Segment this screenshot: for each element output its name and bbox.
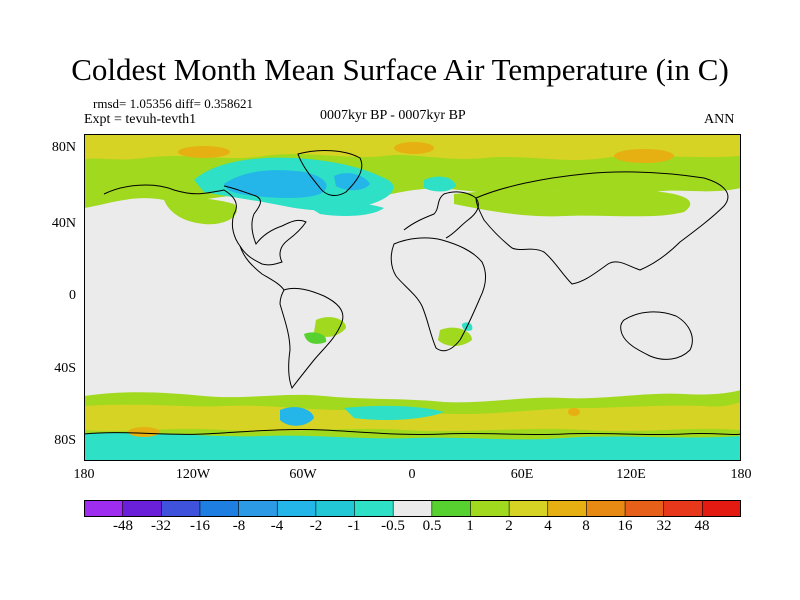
- coastlines: [84, 150, 741, 436]
- southern-hot-spot-2: [568, 408, 580, 416]
- colorbar-cell: [392, 500, 433, 517]
- colorbar-frame: [84, 500, 741, 517]
- map-title: Coldest Month Mean Surface Air Temperatu…: [71, 52, 729, 87]
- colorbar-cell: [702, 500, 741, 517]
- colorbar-label: -0.5: [381, 518, 405, 534]
- greenland-cool-core: [224, 170, 327, 198]
- colorbar-label: -32: [151, 518, 171, 534]
- arctic-hot-spot: [394, 142, 434, 154]
- north-america-warm: [164, 197, 237, 225]
- australia-coast: [620, 311, 693, 360]
- colorbar-label: -2: [309, 518, 323, 534]
- lat-label-40n: 40N: [51, 216, 76, 231]
- colorbar-cell: [315, 500, 356, 517]
- asia-warm: [454, 190, 691, 217]
- europe-cool-patch: [424, 176, 456, 192]
- colorbar-label: 32: [656, 518, 672, 534]
- colorbar: [84, 500, 741, 517]
- colorbar-cell: [354, 500, 394, 517]
- colorbar-cell: [586, 500, 626, 517]
- colorbar-label: 4: [544, 518, 552, 534]
- season-label: ANN: [704, 112, 735, 127]
- colorbar-label: 2: [505, 518, 513, 534]
- colorbar-cell: [547, 500, 588, 517]
- period-label: 0007kyr BP - 0007kyr BP: [320, 108, 466, 123]
- colorbar-label: -48: [113, 518, 133, 534]
- colorbar-cell: [238, 500, 279, 517]
- central-america-coast: [239, 245, 285, 291]
- colorbar-cell: [84, 500, 124, 517]
- lon-label-120e: 120E: [616, 467, 646, 482]
- labrador-cool-patch: [334, 173, 370, 191]
- lon-label-60e: 60E: [510, 467, 534, 482]
- colorbar-label: 0.5: [422, 518, 442, 534]
- antarctica-coast: [84, 428, 741, 436]
- alaska-hot-spot: [178, 146, 230, 158]
- temperature-map: [84, 134, 741, 461]
- map-frame: [84, 134, 741, 461]
- asia-coast: [475, 171, 729, 285]
- lon-label-60w: 60W: [289, 467, 317, 482]
- africa-green: [438, 327, 472, 346]
- southern-hot-spot: [128, 427, 160, 437]
- colorbar-cell: [624, 500, 665, 517]
- colorbar-cell: [663, 500, 704, 517]
- africa-coast: [390, 237, 487, 352]
- lat-label-80n: 80N: [51, 140, 76, 155]
- south-america-green-2: [304, 332, 327, 344]
- lat-label-80s: 80S: [54, 433, 76, 448]
- colorbar-cell: [199, 500, 240, 517]
- colorbar-cell: [431, 500, 472, 517]
- colorbar-label: 1: [466, 518, 474, 534]
- colorbar-cell: [470, 500, 510, 517]
- lat-label-40s: 40S: [54, 361, 76, 376]
- lat-label-0: 0: [69, 288, 76, 303]
- weddell-cool: [280, 407, 314, 426]
- colorbar-cell: [276, 500, 317, 517]
- colorbar-label: -8: [232, 518, 246, 534]
- lon-label-120w: 120W: [175, 467, 211, 482]
- south-america-green: [314, 317, 346, 337]
- colorbar-label: -16: [190, 518, 210, 534]
- south-america-coast: [279, 287, 344, 390]
- colorbar-label: -1: [347, 518, 361, 534]
- europe-coast: [403, 191, 479, 239]
- colorbar-label: 8: [582, 518, 590, 534]
- colorbar-cell: [160, 500, 201, 517]
- lon-label-180w: 180: [73, 467, 95, 482]
- lon-label-180e: 180: [730, 467, 752, 482]
- colorbar-label: 16: [617, 518, 633, 534]
- atlantic-cool-tail: [304, 201, 384, 216]
- colorbar-label: -4: [270, 518, 284, 534]
- colorbar-cell: [122, 500, 163, 517]
- siberia-hot-spot: [614, 149, 674, 163]
- greenland-coast: [297, 150, 363, 196]
- colorbar-cell: [508, 500, 549, 517]
- lon-label-0: 0: [408, 467, 416, 482]
- colorbar-label: 48: [694, 518, 710, 534]
- experiment-label: Expt = tevuh-tevth1: [84, 112, 197, 127]
- antarctic-cool-strip: [84, 432, 741, 461]
- north-america-coast: [103, 184, 307, 266]
- antarctic-cool-ice: [344, 405, 444, 420]
- stats-label: rmsd= 1.05356 diff= 0.358621: [93, 96, 253, 111]
